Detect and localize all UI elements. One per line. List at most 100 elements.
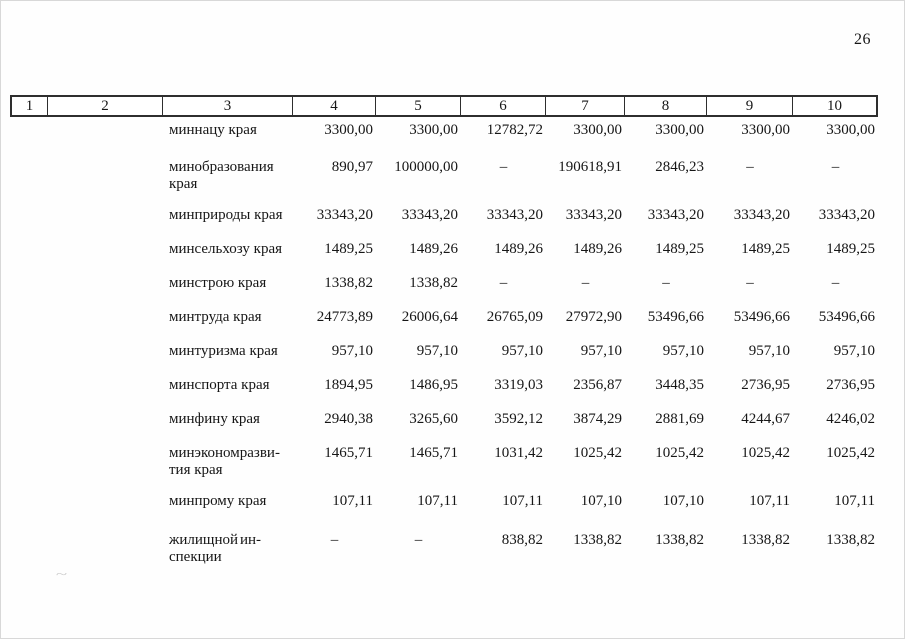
table-row: жилищной ин-спекции – – 838,82 1338,82 1338,82… [10, 532, 878, 566]
value-cell: 1489,26 [573, 241, 622, 257]
value-cell: 1338,82 [655, 532, 704, 548]
value-cell: 107,11 [834, 493, 875, 509]
table-row: минтуризма края 957,10 957,10 957,10 957,10 9… [10, 343, 878, 360]
empty-cell [48, 343, 163, 360]
value-cell: 4244,67 [741, 411, 790, 427]
value-cell: – [499, 159, 508, 175]
table-row: минпрому края 107,11 107,11 107,11 107,10 107… [10, 493, 878, 510]
header-cell-2: 2 [48, 97, 163, 115]
empty-cell [10, 207, 48, 224]
table-row: минприроды края 33343,20 33343,20 33343,20 3… [10, 207, 878, 224]
value-cell: 107,11 [332, 493, 373, 509]
name-line: минэкономразви- [169, 445, 280, 461]
empty-cell [10, 309, 48, 326]
empty-cell [10, 241, 48, 258]
table-row: минспорта края 1894,95 1486,95 3319,03 2356,… [10, 377, 878, 394]
recipient-name-cell: минпрому края [163, 493, 293, 510]
value-cell: 24773,89 [316, 309, 373, 325]
value-cell: 26006,64 [401, 309, 458, 325]
name-line: минфину края [169, 411, 260, 427]
value-cell: 107,11 [749, 493, 790, 509]
value-cell: 3300,00 [324, 122, 373, 138]
empty-cell [10, 122, 48, 139]
value-cell: 107,11 [502, 493, 543, 509]
value-cell: 1465,71 [324, 445, 373, 461]
value-cell: 957,10 [748, 343, 790, 359]
value-cell: – [831, 275, 840, 291]
value-cell: 27972,90 [565, 309, 622, 325]
value-cell: 1338,82 [324, 275, 373, 291]
recipient-name-cell: минприроды края [163, 207, 293, 224]
value-cell: 107,11 [417, 493, 458, 509]
value-cell: 2736,95 [741, 377, 790, 393]
value-cell: 957,10 [833, 343, 875, 359]
recipient-name-cell: миннацу края [163, 122, 293, 139]
empty-cell [48, 532, 163, 566]
recipient-name-cell: минэкономразви-тия края [163, 445, 293, 479]
value-cell: 4246,02 [826, 411, 875, 427]
value-cell: 100000,00 [394, 159, 458, 175]
value-cell: 190618,91 [558, 159, 622, 175]
name-line: минспорта края [169, 377, 270, 393]
value-cell: 3265,60 [409, 411, 458, 427]
value-cell: 1489,25 [655, 241, 704, 257]
value-cell: 1489,25 [324, 241, 373, 257]
value-cell: – [414, 532, 423, 548]
value-cell: 107,10 [580, 493, 622, 509]
value-cell: – [831, 159, 840, 175]
value-cell: 957,10 [331, 343, 373, 359]
value-cell: 33343,20 [486, 207, 543, 223]
recipient-name-cell: жилищной ин-спекции [163, 532, 293, 566]
value-cell: 2881,69 [655, 411, 704, 427]
name-line: минтруда края [169, 309, 262, 325]
empty-cell [48, 122, 163, 139]
empty-cell [10, 159, 48, 193]
table-row: минфину края 2940,38 3265,60 3592,12 3874,29… [10, 411, 878, 428]
value-cell: 1025,42 [573, 445, 622, 461]
value-cell: 1486,95 [409, 377, 458, 393]
header-cell-8: 8 [625, 97, 707, 115]
value-cell: 1489,25 [826, 241, 875, 257]
header-cell-5: 5 [376, 97, 461, 115]
value-cell: 26765,09 [486, 309, 543, 325]
table-row: минобразования края 890,97 100000,00 – 190618… [10, 159, 878, 193]
name-line: тия края [169, 462, 223, 478]
value-cell: 3319,03 [494, 377, 543, 393]
header-cell-1: 1 [12, 97, 48, 115]
table-row: миннацу края 3300,00 3300,00 12782,72 3300,0… [10, 122, 878, 139]
empty-cell [48, 493, 163, 510]
value-cell: 3448,35 [655, 377, 704, 393]
name-segment: жилищной [169, 532, 239, 548]
value-cell: 33343,20 [647, 207, 704, 223]
header-cell-3: 3 [163, 97, 293, 115]
value-cell: 53496,66 [733, 309, 790, 325]
value-cell: 33343,20 [565, 207, 622, 223]
name-line: края [169, 176, 198, 192]
empty-cell [10, 532, 48, 566]
value-cell: 1338,82 [826, 532, 875, 548]
name-line: жилищной ин- [169, 532, 261, 549]
empty-cell [48, 411, 163, 428]
empty-cell [10, 493, 48, 510]
header-cell-9: 9 [707, 97, 793, 115]
value-cell: 2356,87 [573, 377, 622, 393]
empty-cell [48, 159, 163, 193]
value-cell: 1489,26 [409, 241, 458, 257]
recipient-name-cell: минсельхозу края [163, 241, 293, 258]
value-cell: 1031,42 [494, 445, 543, 461]
value-cell: 957,10 [580, 343, 622, 359]
name-segment: ин- [239, 532, 261, 548]
empty-cell [48, 241, 163, 258]
value-cell: 1489,26 [494, 241, 543, 257]
value-cell: 107,10 [662, 493, 704, 509]
scan-artifact: ~ [55, 566, 68, 581]
header-cell-7: 7 [546, 97, 625, 115]
value-cell: 3592,12 [494, 411, 543, 427]
value-cell: 2736,95 [826, 377, 875, 393]
name-line: минтуризма края [169, 343, 278, 359]
value-cell: 3300,00 [409, 122, 458, 138]
name-line: минстрою края [169, 275, 267, 291]
value-cell: 957,10 [662, 343, 704, 359]
value-cell: 1025,42 [741, 445, 790, 461]
